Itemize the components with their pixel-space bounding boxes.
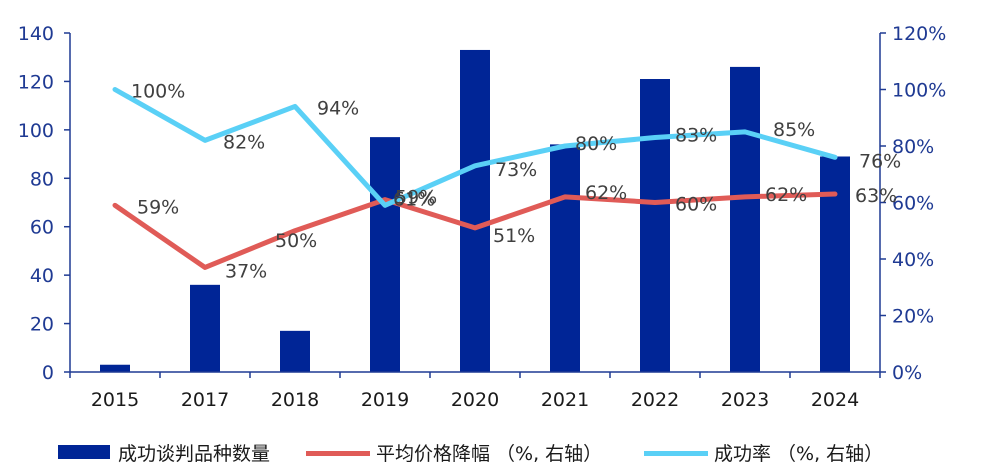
- left-tick-label: 120: [18, 71, 54, 93]
- x-tick-label: 2024: [811, 389, 859, 411]
- price-drop-data-label: 61%: [393, 189, 435, 211]
- left-tick-label: 80: [30, 168, 54, 190]
- bar-2024: [820, 156, 850, 372]
- success-rate-data-label: 76%: [859, 150, 901, 172]
- success-rate-data-label: 94%: [317, 97, 359, 119]
- success-rate-data-label: 83%: [675, 125, 717, 147]
- x-tick-label: 2015: [91, 389, 139, 411]
- x-tick-label: 2017: [181, 389, 229, 411]
- x-tick-label: 2021: [541, 389, 589, 411]
- legend-bar-label: 成功谈判品种数量: [118, 443, 270, 465]
- bar-2021: [550, 144, 580, 372]
- left-tick-label: 0: [42, 362, 54, 384]
- price-drop-data-label: 63%: [855, 185, 897, 207]
- price-drop-data-label: 50%: [275, 230, 317, 252]
- x-tick-label: 2019: [361, 389, 409, 411]
- price-drop-data-label: 59%: [137, 196, 179, 218]
- price-drop-data-label: 51%: [493, 225, 535, 247]
- bar-2017: [190, 284, 220, 372]
- left-tick-label: 140: [18, 23, 54, 45]
- right-tick-label: 100%: [892, 80, 946, 102]
- success-rate-data-label: 73%: [495, 159, 537, 181]
- price-drop-line: [112, 191, 838, 270]
- price-drop-data-label: 62%: [585, 182, 627, 204]
- price-drop-data-label: 62%: [765, 184, 807, 206]
- success-rate-data-label: 82%: [223, 131, 265, 153]
- price-drop-data-label: 60%: [675, 194, 717, 216]
- success-rate-line: [112, 87, 838, 208]
- right-tick-label: 80%: [892, 136, 934, 158]
- success-rate-data-label: 100%: [131, 81, 185, 103]
- right-tick-label: 120%: [892, 23, 946, 45]
- legend-bar-swatch: [58, 445, 110, 459]
- right-tick-label: 20%: [892, 306, 934, 328]
- bar-2015: [100, 364, 130, 372]
- bar-2019: [370, 137, 400, 372]
- bar-2018: [280, 330, 310, 372]
- legend-rate-label: 成功率 （%, 右轴）: [714, 443, 883, 465]
- bar-2022: [640, 79, 670, 372]
- left-tick-label: 100: [18, 120, 54, 142]
- x-tick-label: 2020: [451, 389, 499, 411]
- legend-price-label: 平均价格降幅 （%, 右轴）: [376, 443, 602, 465]
- legend-rate-swatch: [644, 451, 708, 456]
- bar-2023: [730, 66, 760, 373]
- left-tick-label: 60: [30, 217, 54, 239]
- price-drop-data-label: 37%: [225, 260, 267, 282]
- right-tick-label: 60%: [892, 193, 934, 215]
- right-tick-label: 0%: [892, 362, 922, 384]
- success-rate-data-label: 85%: [773, 119, 815, 141]
- success-rate-data-label: 59%: [395, 186, 437, 208]
- success-rate-data-label: 80%: [575, 133, 617, 155]
- left-tick-label: 40: [30, 265, 54, 287]
- x-tick-label: 2023: [721, 389, 769, 411]
- x-tick-label: 2018: [271, 389, 319, 411]
- right-tick-label: 40%: [892, 249, 934, 271]
- legend-price-swatch: [306, 451, 370, 456]
- bar-2020: [460, 49, 490, 372]
- x-tick-label: 2022: [631, 389, 679, 411]
- left-tick-label: 20: [30, 314, 54, 336]
